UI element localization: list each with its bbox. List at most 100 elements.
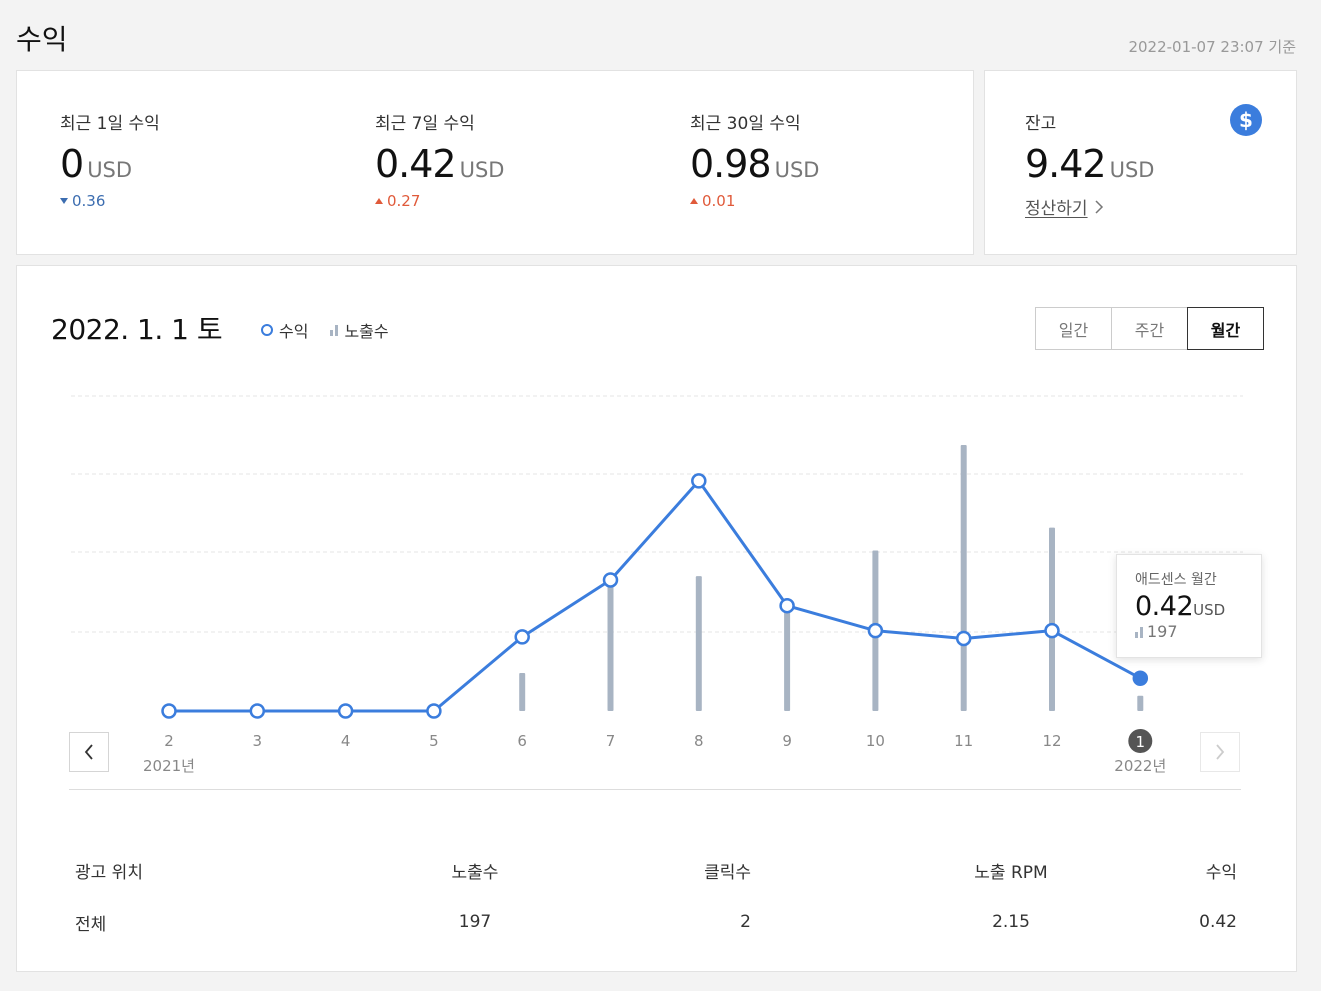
period-toggle: 일간 주간 월간 [1035, 307, 1264, 350]
x-tick-label: 8 [694, 732, 704, 750]
stat-label: 최근 7일 수익 [375, 114, 475, 134]
stat-7day: 최근 7일 수익 0.42 USD 0.27 [375, 109, 504, 210]
impressions-bar [607, 575, 614, 711]
settle-link[interactable]: 정산하기 [1025, 194, 1104, 219]
bar-chart-icon [1135, 626, 1143, 638]
revenue-point [426, 703, 442, 719]
stat-number: 0.98 [690, 142, 772, 186]
stat-delta: 0.27 [375, 192, 504, 210]
stat-value: 0 USD [60, 142, 160, 186]
table-cell: 2.15 [992, 912, 1030, 932]
stat-delta: 0.36 [60, 192, 160, 210]
stat-value: 0.98 USD [690, 142, 819, 186]
impressions-bar [519, 673, 526, 711]
impressions-bar [695, 576, 702, 711]
arrow-up-icon [690, 198, 698, 204]
table-header-cell: 수익 [1205, 862, 1237, 883]
arrow-up-icon [375, 198, 383, 204]
arrow-down-icon [60, 198, 68, 204]
revenue-point [249, 703, 266, 719]
stat-label: 최근 1일 수익 [60, 114, 160, 134]
revenue-line [169, 479, 1142, 713]
stat-number: 0.42 [375, 142, 457, 186]
stat-number: 0 [60, 142, 84, 186]
x-tick-label: 10 [866, 732, 885, 750]
revenue-point [337, 703, 354, 719]
x-tick-label: 2 [164, 732, 174, 750]
x-tick-label: 4 [341, 732, 351, 750]
x-tick-label: 1 [1136, 733, 1146, 751]
dollar-icon: $ [1230, 104, 1262, 136]
table-cell: 0.42 [1199, 912, 1237, 932]
balance-label: 잔고 [1025, 114, 1057, 134]
stat-delta-value: 0.36 [72, 192, 106, 210]
table-cell: 전체 [75, 914, 107, 935]
page-title: 수익 [16, 23, 68, 56]
chart-legend: 수익 노출수 [261, 318, 389, 342]
tooltip-value: 0.42USD [1135, 591, 1261, 622]
revenue-point [867, 622, 884, 639]
revenue-point [161, 703, 177, 719]
stat-unit: USD [774, 158, 820, 182]
x-tick-label: 9 [782, 732, 792, 750]
chevron-right-icon [1095, 199, 1103, 214]
table-cell: 197 [458, 912, 492, 932]
x-tick-label: 6 [517, 732, 527, 750]
revenue-point [602, 572, 619, 588]
tooltip-impressions: 197 [1135, 622, 1261, 641]
x-tick-label: 5 [429, 732, 439, 750]
next-button[interactable] [1200, 732, 1240, 772]
balance-card: 잔고 9.42 USD 정산하기 $ [984, 70, 1297, 255]
table-header-cell: 광고 위치 [75, 862, 143, 883]
stat-delta: 0.01 [690, 192, 819, 210]
prev-button[interactable] [69, 732, 109, 772]
stat-value: 0.42 USD [375, 142, 504, 186]
table-header-cell: 노출수 [451, 862, 499, 883]
period-weekly-button[interactable]: 주간 [1111, 307, 1188, 350]
balance-unit: USD [1109, 158, 1155, 182]
stat-delta-value: 0.01 [702, 192, 736, 210]
x-tick-label: 7 [606, 732, 616, 750]
stat-label: 최근 30일 수익 [690, 114, 801, 134]
chart-date: 2022. 1. 1 토 [51, 313, 223, 346]
chart-tooltip: 애드센스 월간 0.42USD 197 [1116, 554, 1262, 658]
stat-1day: 최근 1일 수익 0 USD 0.36 [60, 109, 160, 210]
tooltip-unit: USD [1193, 601, 1226, 619]
tooltip-number: 0.42 [1135, 591, 1194, 622]
revenue-point-selected [1132, 670, 1149, 686]
impressions-bar [960, 445, 967, 711]
table-cell: 2 [740, 912, 751, 932]
chevron-right-icon [1216, 744, 1225, 760]
bar-chart-icon [330, 324, 339, 336]
revenue-point [1044, 622, 1060, 639]
x-year-label: 2022년 [1114, 757, 1166, 775]
legend-revenue: 수익 [261, 318, 308, 342]
period-monthly-button[interactable]: 월간 [1187, 307, 1264, 350]
balance-number: 9.42 [1025, 142, 1107, 186]
revenue-chart: 2 2021년 3 4 5 6 7 8 9 10 11 12 1 2022년 [71, 395, 1243, 775]
balance-stat: 잔고 9.42 USD 정산하기 [1025, 109, 1154, 219]
tooltip-title: 애드센스 월간 [1135, 572, 1217, 588]
legend-revenue-label: 수익 [279, 322, 309, 341]
revenue-summary-card: 최근 1일 수익 0 USD 0.36 최근 7일 수익 0.42 USD 0.27… [16, 70, 974, 255]
legend-impressions: 노출수 [330, 318, 389, 342]
divider [69, 789, 1241, 790]
circle-marker-icon [261, 324, 273, 336]
revenue-point [691, 473, 707, 489]
timestamp: 2022-01-07 23:07 기준 [1128, 38, 1296, 56]
legend-impressions-label: 노출수 [344, 322, 389, 341]
impressions-bar-selected [1137, 695, 1144, 711]
x-tick-label: 12 [1042, 732, 1061, 750]
stat-unit: USD [459, 158, 505, 182]
table-header-row: 광고 위치 노출수 클릭수 노출 RPM 수익 [75, 844, 1241, 896]
balance-value: 9.42 USD [1025, 142, 1154, 186]
chevron-left-icon [84, 744, 93, 760]
impressions-bar [1049, 527, 1055, 711]
x-year-label: 2021년 [143, 757, 195, 775]
chart-card: 2022. 1. 1 토 수익 노출수 일간 주간 월간 2 2021년 3 4 5 6 7… [16, 265, 1297, 972]
revenue-point [955, 630, 972, 647]
revenue-point [779, 597, 795, 614]
table-row: 전체 197 2 2.15 0.42 [75, 896, 1241, 948]
ad-position-table: 광고 위치 노출수 클릭수 노출 RPM 수익 전체 197 2 2.15 0.… [75, 844, 1241, 948]
table-header-cell: 클릭수 [704, 862, 751, 883]
